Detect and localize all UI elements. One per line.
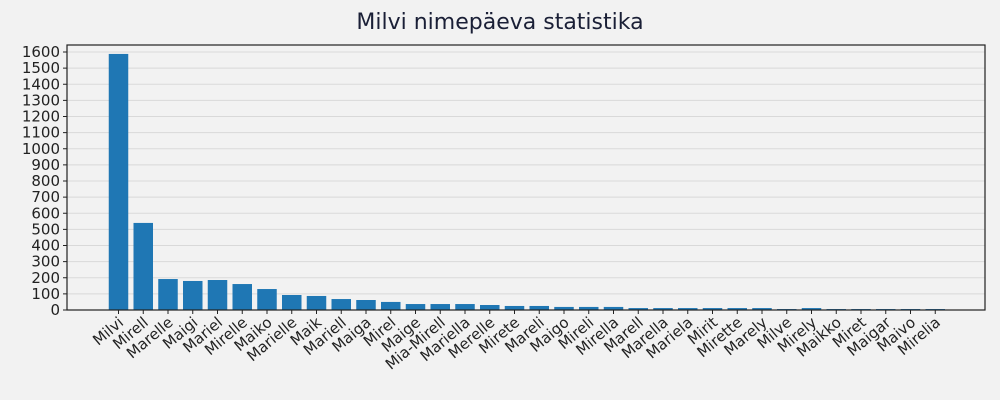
y-tick-label: 800 xyxy=(31,172,60,190)
y-tick-label: 0 xyxy=(50,301,60,319)
bar xyxy=(702,308,723,310)
y-tick-label: 1400 xyxy=(22,75,60,93)
bar xyxy=(381,301,401,310)
bar xyxy=(678,308,698,310)
bar xyxy=(653,308,673,310)
bar xyxy=(529,305,549,310)
bar xyxy=(579,306,599,310)
bar xyxy=(405,304,426,310)
bar xyxy=(232,284,252,310)
bar xyxy=(207,280,228,310)
bar xyxy=(455,304,475,310)
y-tick-label: 500 xyxy=(31,220,60,238)
bar xyxy=(183,280,203,310)
y-tick-label: 600 xyxy=(31,204,60,222)
bar xyxy=(603,306,624,310)
bar xyxy=(504,305,525,310)
plot-frame xyxy=(66,44,986,311)
y-tick-label: 1500 xyxy=(22,59,60,77)
bar xyxy=(752,308,772,310)
bar xyxy=(727,308,747,310)
y-tick-label: 1300 xyxy=(22,91,60,109)
y-tick-label: 700 xyxy=(31,188,60,206)
y-tick-label: 1600 xyxy=(22,43,60,61)
bar xyxy=(282,295,302,310)
bar xyxy=(628,308,648,310)
y-tick-label: 200 xyxy=(31,269,60,287)
bar xyxy=(133,222,153,310)
bar xyxy=(257,289,277,310)
y-tick-label: 900 xyxy=(31,156,60,174)
y-tick-label: 1000 xyxy=(22,140,60,158)
y-tick-label: 100 xyxy=(31,285,60,303)
bar xyxy=(331,299,351,310)
bar xyxy=(480,305,500,310)
bar xyxy=(430,304,450,310)
y-tick-label: 300 xyxy=(31,253,60,271)
bar xyxy=(554,306,574,310)
bar xyxy=(158,279,178,310)
bar xyxy=(108,53,129,311)
bar xyxy=(306,295,327,310)
bar xyxy=(356,300,376,310)
y-tick-label: 1100 xyxy=(22,124,60,142)
chart-title: Milvi nimepäeva statistika xyxy=(356,10,644,35)
y-tick-label: 1200 xyxy=(22,108,60,126)
bar xyxy=(801,308,822,310)
y-tick-label: 400 xyxy=(31,237,60,255)
